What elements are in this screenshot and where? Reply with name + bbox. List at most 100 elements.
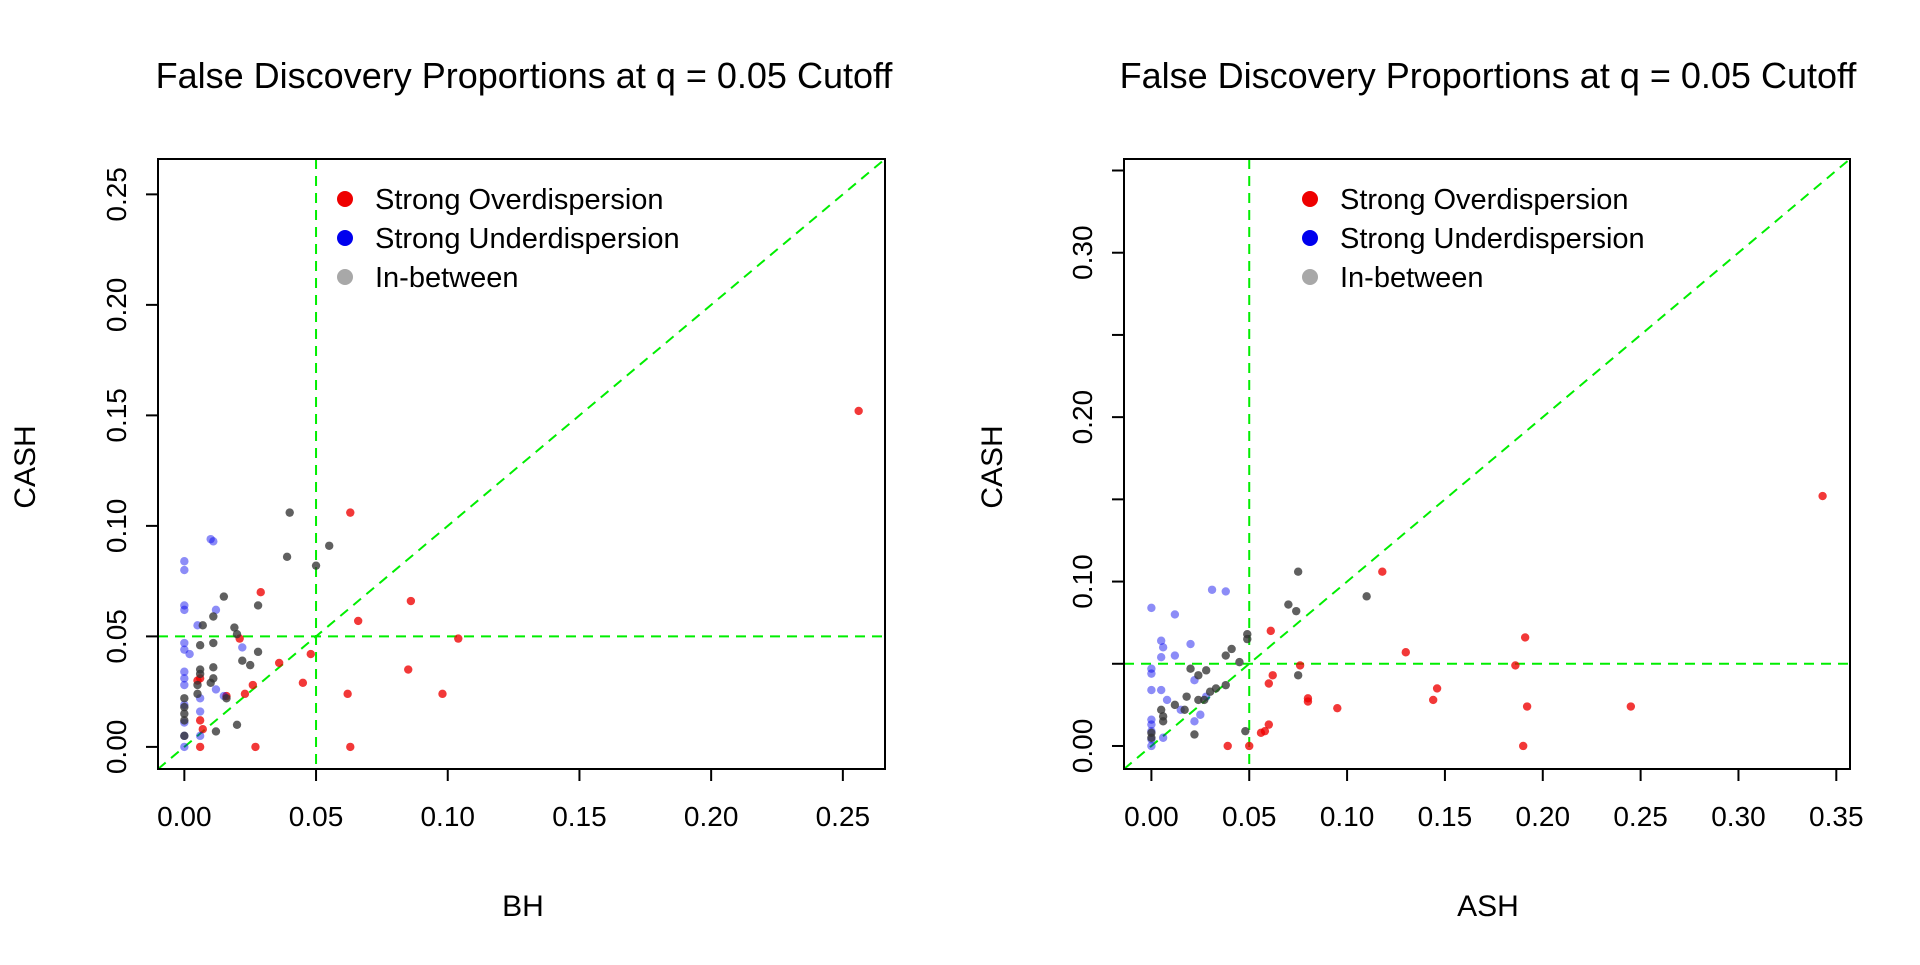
data-point-overdispersion [406, 596, 416, 606]
panel-bh-vs-cash: False Discovery Proportions at q = 0.05 … [9, 55, 893, 923]
data-point-in-between [180, 716, 189, 725]
data-point-underdispersion [180, 645, 189, 654]
data-point-in-between [1194, 695, 1203, 705]
data-point-overdispersion [306, 649, 315, 659]
data-point-in-between [1194, 671, 1203, 680]
data-point-in-between [285, 508, 294, 517]
data-point-overdispersion [1428, 695, 1438, 705]
data-point-underdispersion [1186, 639, 1195, 649]
data-point-overdispersion [1268, 671, 1277, 680]
data-point-underdispersion [211, 605, 221, 615]
legend: Strong Overdispersion Strong Underdispers… [337, 184, 680, 294]
data-point-in-between [245, 660, 255, 670]
data-point-overdispersion [854, 406, 863, 416]
x-tick-label: 0.00 [1124, 801, 1179, 832]
data-point-in-between [1235, 657, 1244, 667]
data-point-overdispersion [198, 725, 207, 734]
data-point-in-between [1147, 733, 1156, 742]
legend-marker [337, 191, 353, 207]
y-tick-label: 0.00 [1067, 719, 1098, 774]
data-point-in-between [1241, 726, 1250, 736]
series-in-between [180, 508, 334, 741]
data-point-overdispersion [343, 689, 352, 699]
data-point-in-between [206, 678, 215, 688]
data-point-underdispersion [1196, 710, 1205, 719]
y-tick-label: 0.10 [1067, 554, 1098, 609]
data-point-underdispersion [1147, 664, 1156, 673]
data-point-in-between [1243, 634, 1252, 644]
data-point-overdispersion [195, 716, 205, 725]
y-axis: 0.00 0.05 0.10 0.15 0.20 0.25 [101, 167, 158, 774]
data-point-underdispersion [1147, 741, 1156, 751]
data-point-overdispersion [1245, 741, 1254, 751]
legend-marker [1302, 191, 1318, 207]
data-point-in-between [1292, 606, 1301, 616]
x-tick-label: 0.30 [1711, 801, 1766, 832]
data-point-underdispersion [1162, 695, 1172, 705]
legend: Strong Overdispersion Strong Underdispers… [1302, 184, 1645, 294]
y-tick-label: 0.00 [101, 720, 132, 775]
y-axis-label: CASH [976, 425, 1009, 508]
data-point-in-between [253, 601, 263, 610]
data-point-underdispersion [1156, 685, 1166, 695]
data-point-underdispersion [180, 601, 189, 610]
data-point-in-between [232, 720, 242, 729]
data-point-underdispersion [1158, 733, 1168, 742]
series-overdispersion [193, 406, 863, 752]
data-point-in-between [282, 552, 292, 562]
data-point-overdispersion [195, 742, 205, 752]
data-point-overdispersion [298, 678, 308, 688]
data-point-overdispersion [1626, 702, 1636, 711]
y-tick-label: 0.05 [101, 609, 132, 664]
y-tick-label: 0.15 [101, 388, 132, 443]
series-overdispersion [1223, 491, 1827, 751]
data-point-overdispersion [1266, 626, 1275, 636]
data-point-overdispersion [256, 587, 265, 597]
data-point-underdispersion [180, 557, 189, 566]
data-point-underdispersion [211, 685, 221, 694]
data-point-in-between [1158, 717, 1168, 726]
data-point-in-between [230, 623, 239, 632]
panel-ash-vs-cash: False Discovery Proportions at q = 0.05 … [976, 55, 1864, 923]
data-point-in-between [1182, 692, 1191, 701]
data-point-underdispersion [1147, 603, 1156, 613]
legend-label: Strong Overdispersion [1340, 184, 1629, 216]
data-point-overdispersion [240, 689, 250, 699]
data-point-overdispersion [1511, 661, 1520, 670]
data-point-in-between [1156, 705, 1166, 715]
data-point-overdispersion [1520, 633, 1530, 642]
data-point-in-between [1186, 664, 1195, 673]
plot-frame [1123, 158, 1851, 770]
data-point-in-between [209, 612, 218, 621]
chart-title: False Discovery Proportions at q = 0.05 … [1120, 55, 1858, 96]
legend-label: Strong Underdispersion [375, 223, 680, 255]
data-point-in-between [209, 663, 218, 672]
data-point-underdispersion [180, 680, 189, 690]
data-point-in-between [195, 641, 205, 650]
y-tick-label: 0.20 [101, 278, 132, 333]
data-point-underdispersion [180, 667, 189, 676]
y-tick-label: 0.25 [101, 167, 132, 222]
series-in-between [1147, 567, 1371, 742]
data-point-in-between [1205, 687, 1215, 696]
legend-label: In-between [1340, 262, 1484, 294]
data-point-overdispersion [1432, 684, 1442, 693]
data-point-underdispersion [185, 649, 194, 659]
x-tick-label: 0.25 [1613, 801, 1668, 832]
y-axis-label: CASH [9, 425, 42, 508]
identity-diagonal-line [158, 159, 885, 769]
data-point-in-between [193, 680, 202, 690]
data-point-overdispersion [274, 658, 284, 668]
legend-marker [337, 269, 353, 285]
data-point-overdispersion [454, 634, 463, 643]
data-point-underdispersion [238, 643, 247, 652]
data-point-underdispersion [1156, 636, 1166, 645]
data-point-in-between [180, 702, 189, 712]
data-point-in-between [1362, 592, 1371, 601]
data-point-in-between [1180, 705, 1189, 715]
data-point-underdispersion [180, 565, 189, 575]
data-point-overdispersion [1223, 741, 1232, 751]
reference-lines [1124, 159, 1850, 769]
x-axis-label: ASH [1457, 890, 1519, 923]
